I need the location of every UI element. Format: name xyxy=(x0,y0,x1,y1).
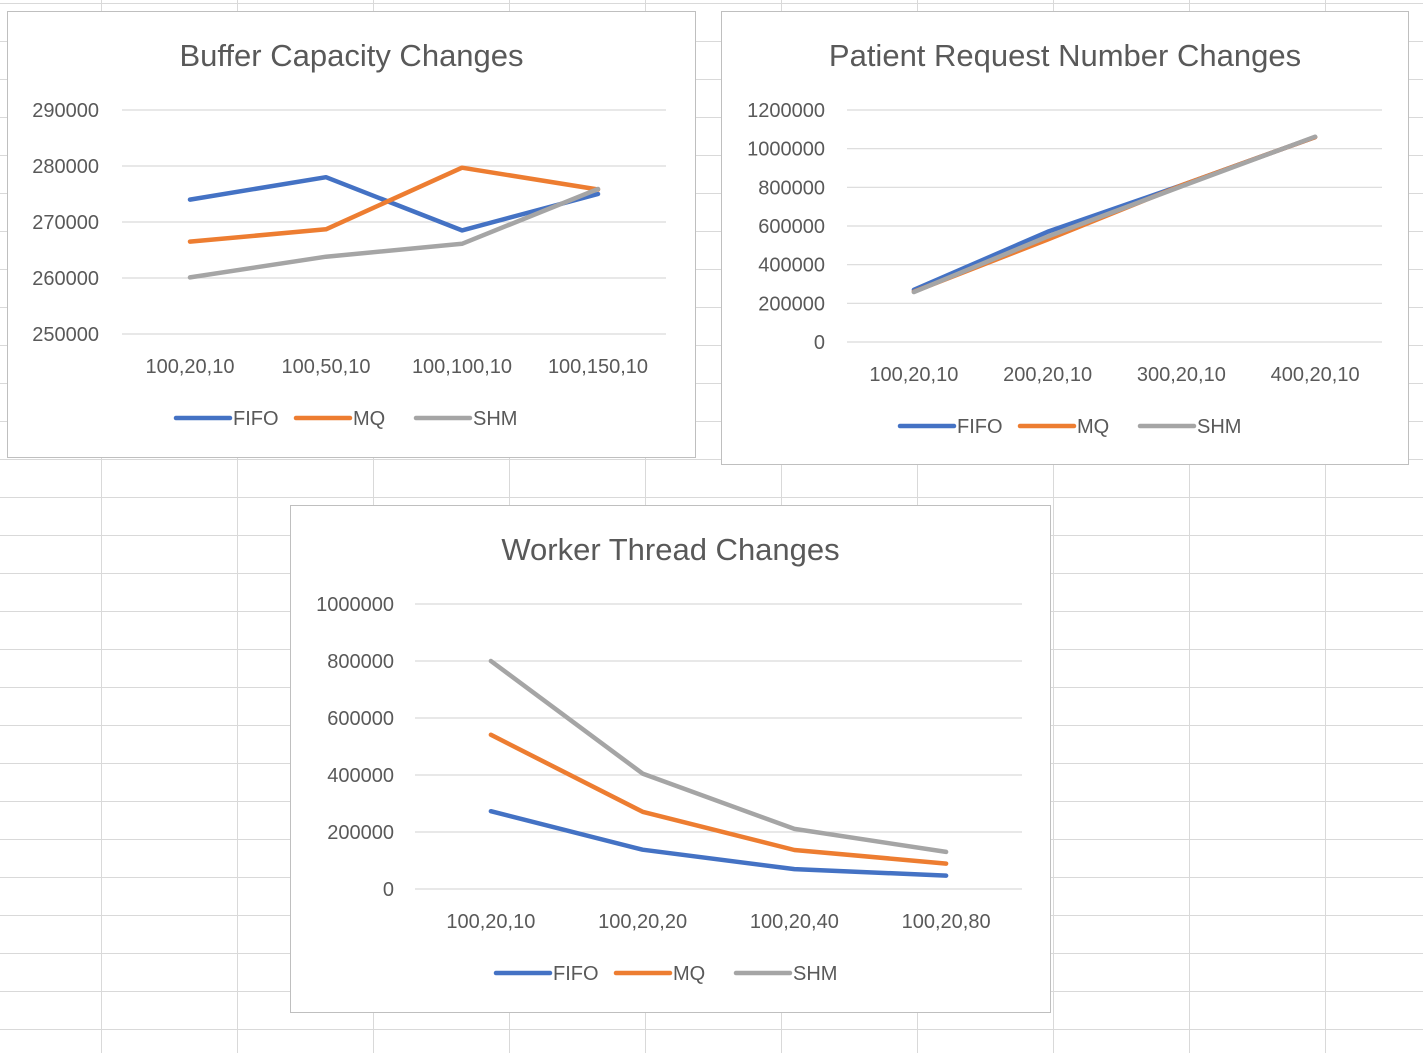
y-tick-label: 400000 xyxy=(327,765,394,787)
y-tick-label: 260000 xyxy=(32,268,99,290)
buffer-chart-svg: Buffer Capacity Changes 250000 260000 27000… xyxy=(32,38,666,430)
x-tick-label: 100,20,10 xyxy=(446,911,535,933)
y-tick-label: 200000 xyxy=(758,293,825,315)
y-tick-label: 600000 xyxy=(327,708,394,730)
x-tick-label: 100,20,20 xyxy=(598,911,687,933)
legend-label-mq: MQ xyxy=(673,963,705,985)
y-tick-label: 290000 xyxy=(32,100,99,122)
y-tick-label: 1200000 xyxy=(747,100,825,122)
x-tick-label: 100,50,10 xyxy=(282,356,371,378)
legend-label-shm: SHM xyxy=(793,963,837,985)
y-tick-label: 0 xyxy=(814,332,825,354)
series-line-shm xyxy=(911,134,1318,295)
y-tick-label: 800000 xyxy=(327,651,394,673)
y-tick-label: 400000 xyxy=(758,255,825,277)
legend-label-mq: MQ xyxy=(1077,416,1109,438)
x-tick-label: 400,20,10 xyxy=(1271,364,1360,386)
chart-title: Patient Request Number Changes xyxy=(829,38,1301,73)
y-tick-label: 1000000 xyxy=(316,594,394,616)
y-tick-label: 270000 xyxy=(32,212,99,234)
series-line-fifo xyxy=(488,808,949,878)
chart-worker-thread: Worker Thread Changes 0 200000 400000 600000… xyxy=(290,505,1051,1013)
series-line-shm xyxy=(187,186,601,280)
x-tick-label: 100,150,10 xyxy=(548,356,648,378)
legend-label-mq: MQ xyxy=(353,408,385,430)
patient-chart-svg: Patient Request Number Changes 0 200000 400… xyxy=(747,38,1382,438)
y-tick-label: 1000000 xyxy=(747,139,825,161)
x-tick-label: 100,100,10 xyxy=(412,356,512,378)
legend-label-shm: SHM xyxy=(1197,416,1241,438)
series-line-mq xyxy=(488,732,949,866)
x-tick-label: 100,20,80 xyxy=(902,911,991,933)
series-line-mq xyxy=(187,165,601,244)
legend-label-fifo: FIFO xyxy=(553,963,599,985)
y-tick-label: 600000 xyxy=(758,216,825,238)
x-tick-label: 200,20,10 xyxy=(1003,364,1092,386)
legend-label-shm: SHM xyxy=(473,408,517,430)
series-line-shm xyxy=(488,658,949,855)
series-line-fifo xyxy=(187,174,601,233)
chart-title: Worker Thread Changes xyxy=(501,532,839,567)
x-tick-label: 100,20,40 xyxy=(750,911,839,933)
y-tick-label: 800000 xyxy=(758,177,825,199)
legend-label-fifo: FIFO xyxy=(233,408,279,430)
x-tick-label: 100,20,10 xyxy=(869,364,958,386)
y-tick-label: 200000 xyxy=(327,822,394,844)
chart-buffer-capacity: Buffer Capacity Changes 250000 260000 27000… xyxy=(7,11,696,458)
chart-title: Buffer Capacity Changes xyxy=(179,38,523,73)
y-tick-label: 280000 xyxy=(32,156,99,178)
worker-chart-svg: Worker Thread Changes 0 200000 400000 600000… xyxy=(316,532,1022,985)
x-tick-label: 300,20,10 xyxy=(1137,364,1226,386)
legend-label-fifo: FIFO xyxy=(957,416,1003,438)
x-tick-label: 100,20,10 xyxy=(146,356,235,378)
y-tick-label: 250000 xyxy=(32,324,99,346)
y-tick-label: 0 xyxy=(383,879,394,901)
chart-patient-request-number: Patient Request Number Changes 0 200000 400… xyxy=(721,11,1409,465)
